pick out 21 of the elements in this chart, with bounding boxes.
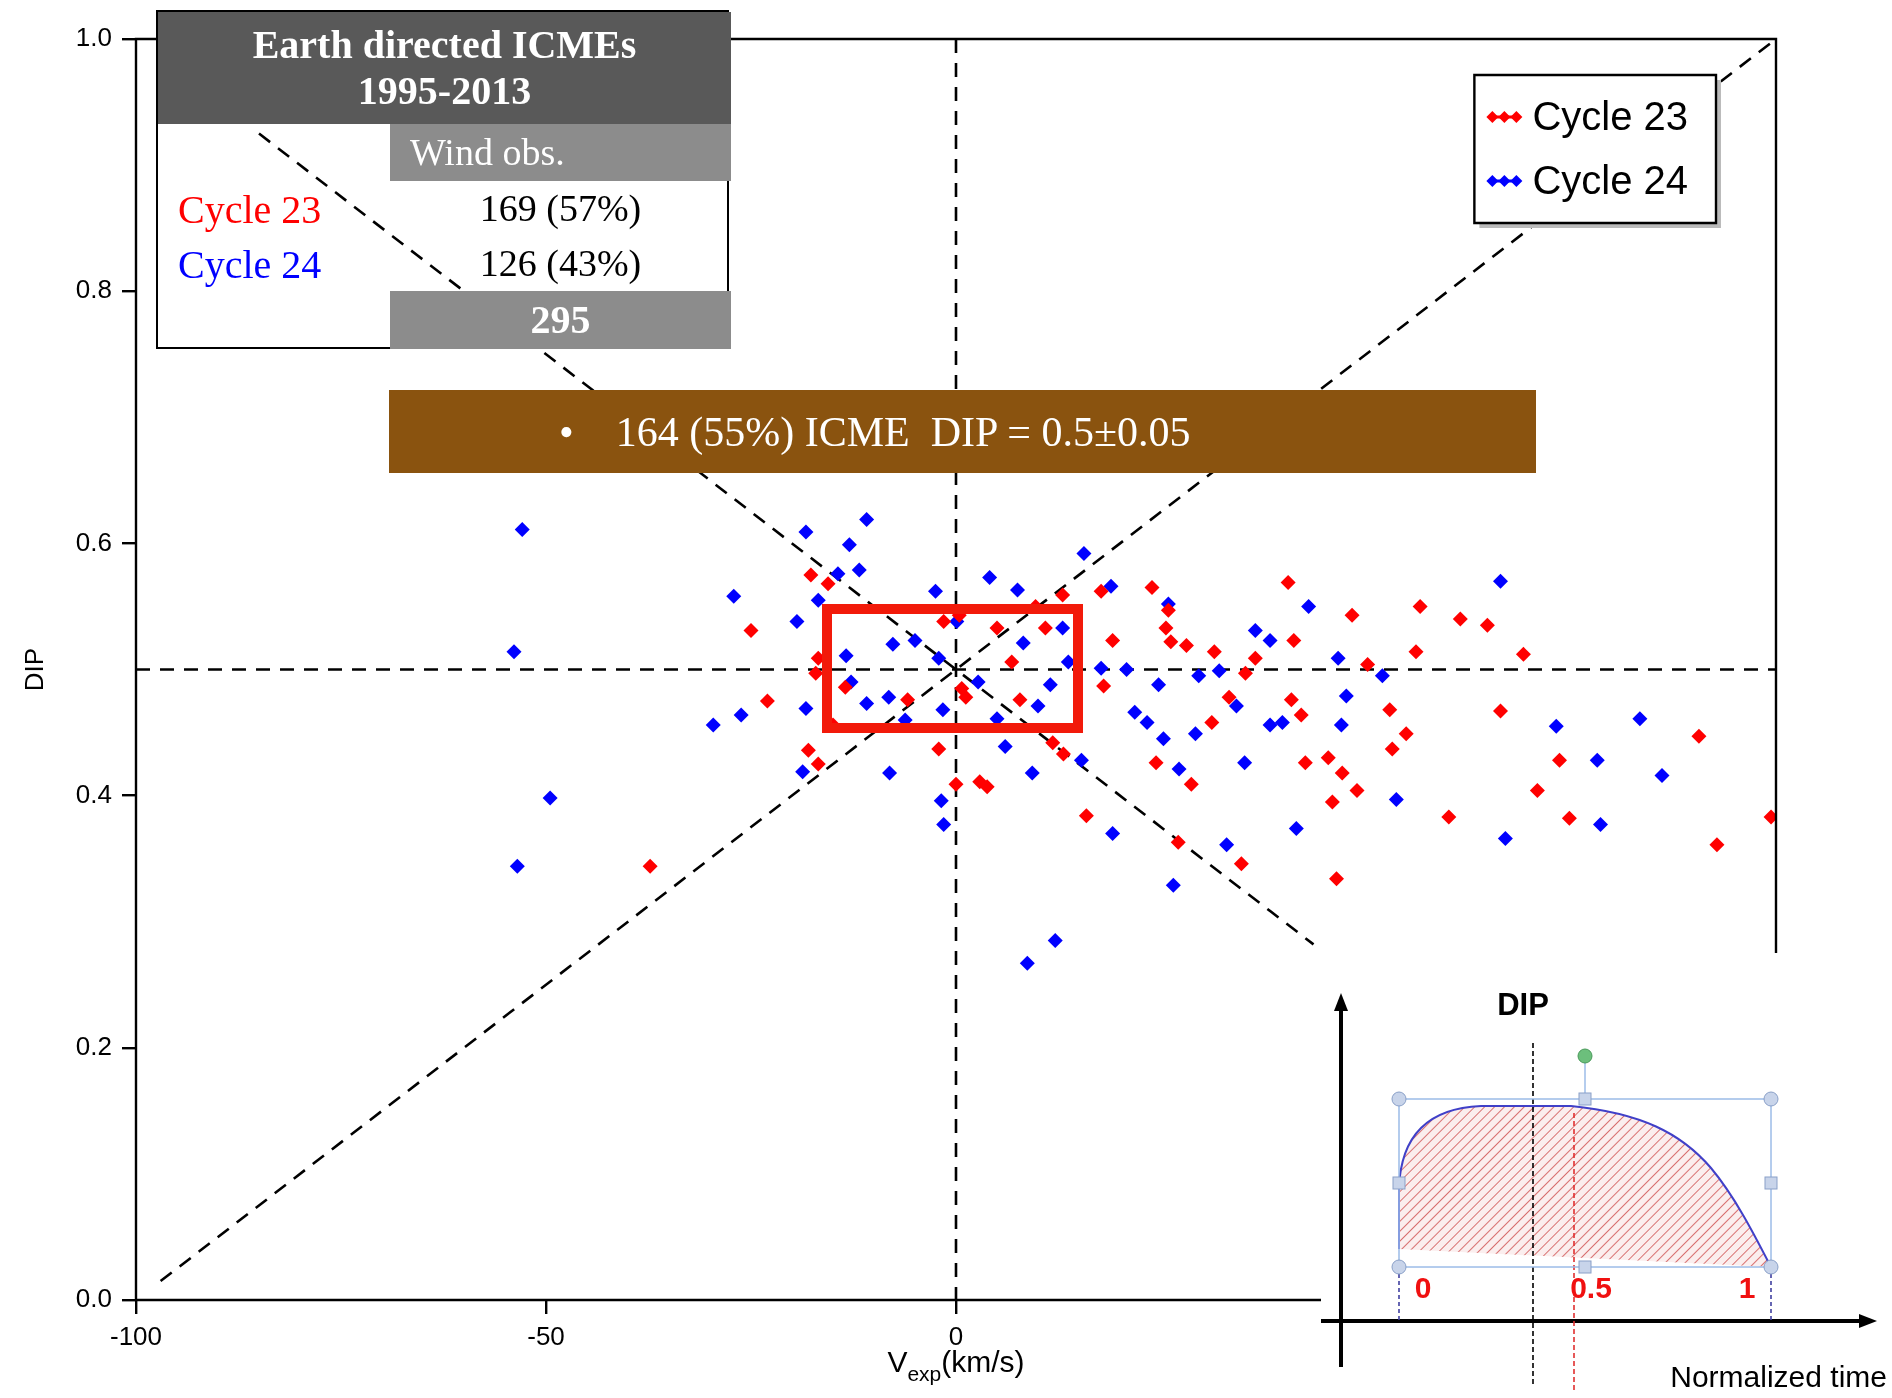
annotation: Cycle 23 — [178, 185, 322, 234]
annotation: Earth directed ICMEs — [252, 22, 637, 67]
annotation: 1995-2013 — [357, 68, 532, 113]
y-axis-title: DIP — [18, 647, 49, 692]
x-tick-label: -50 — [527, 1320, 565, 1351]
y-tick-label: 0.6 — [75, 526, 112, 557]
legend-label: Cycle 24 — [1532, 158, 1688, 203]
y-tick-label: 1.0 — [75, 22, 112, 53]
y-tick-label: 0.2 — [75, 1030, 112, 1061]
y-tick-label: 0.8 — [75, 274, 112, 305]
x-tick-label: 0 — [948, 1320, 964, 1351]
text-banner: • 164 (55%) ICME DIP = 0.5±0.05 — [389, 390, 1536, 473]
annotation: 295 — [390, 291, 731, 349]
legend-label: Cycle 23 — [1532, 94, 1688, 139]
annotation: Wind obs. — [390, 124, 731, 181]
annotation: 169 (57%) — [478, 186, 643, 232]
annotation: 126 (43%) — [478, 241, 643, 287]
x-tick-label: -100 — [109, 1320, 163, 1351]
y-tick-label: 0.0 — [75, 1283, 112, 1314]
y-tick-label: 0.4 — [75, 778, 112, 809]
annotation: Cycle 24 — [178, 240, 322, 289]
